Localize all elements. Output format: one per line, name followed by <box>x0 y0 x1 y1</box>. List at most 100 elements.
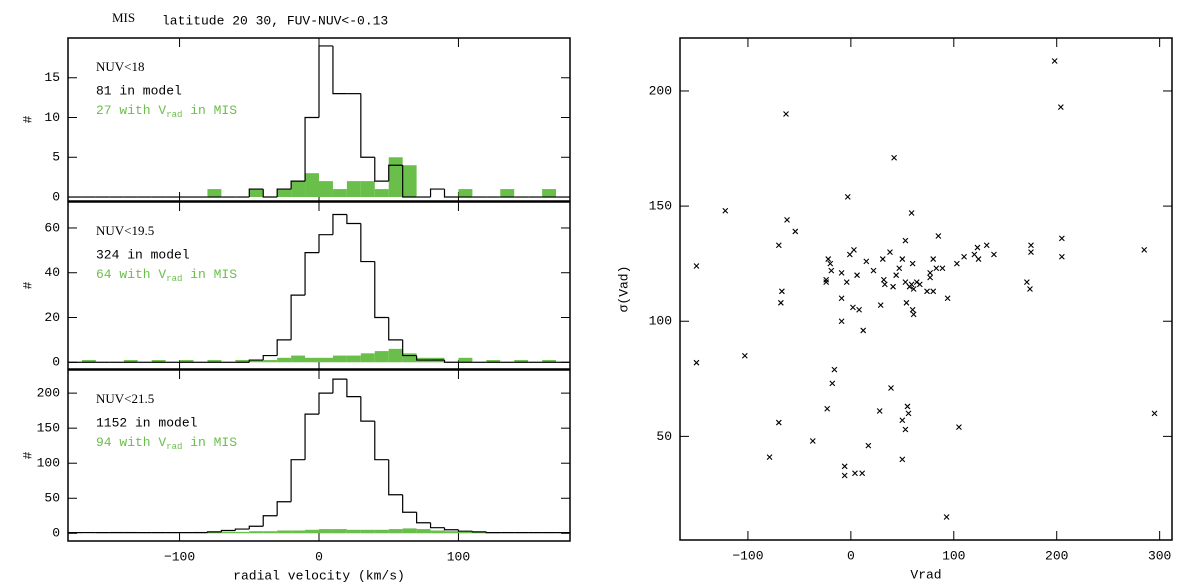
bar <box>305 357 319 363</box>
step <box>346 214 361 225</box>
bar <box>291 181 306 198</box>
step <box>276 339 292 356</box>
mis-note-sub: rad <box>166 274 182 284</box>
marker <box>924 288 930 295</box>
bar <box>319 529 333 534</box>
marker <box>775 419 782 426</box>
marker <box>1058 235 1065 242</box>
marker <box>896 265 903 272</box>
step <box>248 188 264 198</box>
marker <box>927 274 934 281</box>
bar <box>444 531 459 534</box>
step <box>457 529 473 532</box>
step <box>248 359 264 363</box>
y-tick-label: 100 <box>37 456 60 471</box>
y-tick-label: 0 <box>52 526 60 541</box>
marker <box>909 260 916 267</box>
mis-note-text: 94 with V <box>96 435 166 450</box>
step <box>374 157 389 182</box>
marker <box>902 426 909 433</box>
bar <box>291 530 306 534</box>
marker <box>775 242 782 249</box>
marker <box>930 256 937 262</box>
bar <box>179 360 194 363</box>
bar <box>249 189 264 198</box>
marker <box>843 279 850 285</box>
marker <box>939 265 946 272</box>
y-tick-label: 0 <box>52 189 60 204</box>
x-tick-label: 100 <box>942 548 965 563</box>
step <box>471 531 487 533</box>
marker <box>899 456 906 463</box>
marker <box>809 438 816 444</box>
bar <box>416 529 431 534</box>
step <box>388 164 403 182</box>
bar <box>486 360 501 363</box>
marker <box>792 228 799 235</box>
marker <box>825 256 832 262</box>
marker <box>933 265 940 272</box>
step <box>290 459 306 502</box>
marker <box>852 470 858 477</box>
marker <box>841 463 848 470</box>
model-note: 1152 in model <box>96 415 198 430</box>
marker <box>953 260 960 267</box>
marker <box>899 256 906 262</box>
marker <box>722 207 729 214</box>
marker <box>991 251 997 258</box>
marker <box>777 299 784 306</box>
bar <box>249 531 264 534</box>
step <box>374 421 389 461</box>
bar <box>472 531 487 534</box>
marker <box>823 276 830 283</box>
y-tick-label: 0 <box>52 355 60 370</box>
bar <box>402 528 417 534</box>
step <box>429 188 445 198</box>
marker <box>779 288 785 295</box>
marker <box>766 454 773 460</box>
marker <box>860 327 867 334</box>
marker <box>831 366 838 373</box>
marker <box>693 263 700 269</box>
step <box>374 261 389 319</box>
bar <box>277 189 292 198</box>
bar <box>514 360 529 363</box>
step <box>360 223 375 263</box>
bar <box>346 181 361 198</box>
step <box>318 392 333 415</box>
bar <box>305 529 319 534</box>
bar <box>402 353 417 363</box>
step <box>290 294 306 340</box>
mis-note-sub: rad <box>166 442 182 452</box>
bar <box>319 357 333 363</box>
bar <box>374 189 389 198</box>
marker <box>887 249 893 256</box>
marker <box>823 279 830 285</box>
marker <box>870 267 877 274</box>
bar <box>207 360 222 363</box>
step <box>262 354 278 361</box>
marker <box>1057 104 1064 110</box>
y-tick-label: 15 <box>44 70 60 85</box>
marker <box>851 246 857 253</box>
step <box>416 512 431 524</box>
marker <box>1027 286 1033 292</box>
marker <box>854 272 860 279</box>
bar <box>249 360 264 363</box>
marker <box>902 237 909 244</box>
marker <box>741 352 748 359</box>
marker <box>903 299 910 306</box>
mis-note: 27 with Vrad in MIS <box>96 103 237 120</box>
bar <box>151 360 166 363</box>
x-axis-label: radial velocity (km/s) <box>233 568 405 583</box>
chart-subtitle: latitude 20 30, FUV-NUV<-0.13 <box>162 13 388 28</box>
x-tick-label: −100 <box>164 549 195 564</box>
step <box>402 494 417 513</box>
marker <box>863 258 870 265</box>
step <box>443 527 459 531</box>
step <box>290 180 306 190</box>
y-tick-label: 50 <box>656 429 672 444</box>
step <box>262 189 278 198</box>
bar <box>263 531 278 534</box>
